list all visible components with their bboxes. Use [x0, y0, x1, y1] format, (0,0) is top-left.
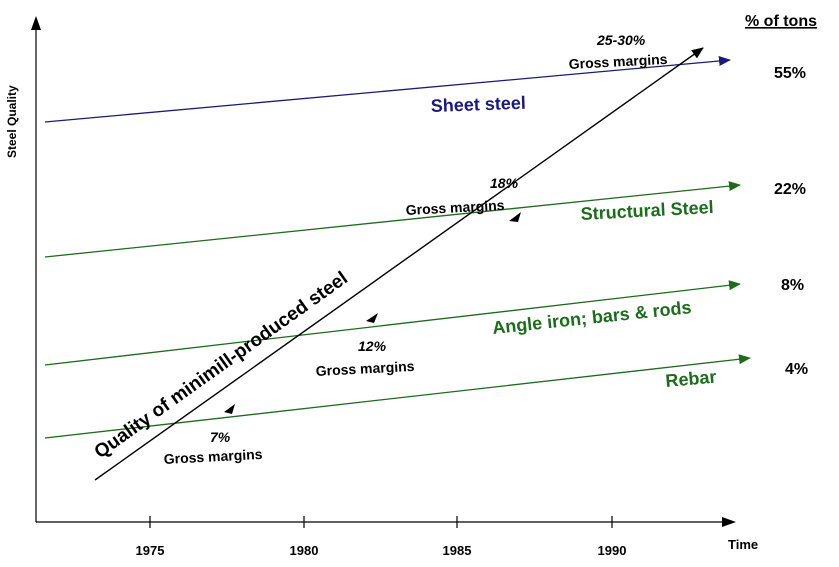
margin-7-pct: 7% [210, 429, 231, 445]
minimill-quality-line [94, 47, 704, 481]
rebar-line [44, 354, 751, 439]
x-tick-label-1985: 1985 [443, 543, 472, 558]
x-axis-title: Time [728, 537, 758, 552]
structural-steel-label: Structural Steel [580, 197, 714, 224]
angle-iron-line [44, 280, 741, 366]
margin-18-pct: 18% [490, 175, 519, 191]
marker-arrow-7 [224, 404, 235, 414]
rebar-label: Rebar [665, 367, 718, 391]
x-tick-label-1990: 1990 [598, 543, 627, 558]
share-header: % of tons [745, 13, 817, 30]
x-tick-label-1980: 1980 [290, 543, 319, 558]
margin-7-text: Gross margins [163, 446, 263, 467]
sheet-steel-label: Sheet steel [430, 93, 526, 116]
angle-iron-share: 8% [781, 277, 804, 294]
y-axis-title: Steel Quality [5, 85, 19, 158]
rebar-share: 4% [785, 361, 808, 378]
margin-12-pct: 12% [358, 338, 387, 354]
margin-18-text: Gross margins [405, 197, 505, 218]
x-ticks [149, 516, 613, 528]
margin-12-text: Gross margins [315, 358, 415, 379]
x-tick-label-1975: 1975 [136, 543, 165, 558]
sheet-steel-share: 55% [774, 65, 806, 82]
marker-arrow-12 [366, 313, 378, 323]
angle-iron-label: Angle iron; bars & rods [491, 297, 692, 338]
y-axis-arrowhead [31, 16, 41, 30]
margin-25-text: Gross margins [568, 51, 668, 72]
structural-steel-share: 22% [774, 181, 806, 198]
sheet-steel-line [44, 56, 731, 123]
marker-arrow-18 [509, 212, 521, 222]
x-axis-arrowhead [722, 517, 736, 527]
margin-25-pct: 25-30% [596, 32, 646, 48]
structural-steel-line [44, 181, 741, 258]
